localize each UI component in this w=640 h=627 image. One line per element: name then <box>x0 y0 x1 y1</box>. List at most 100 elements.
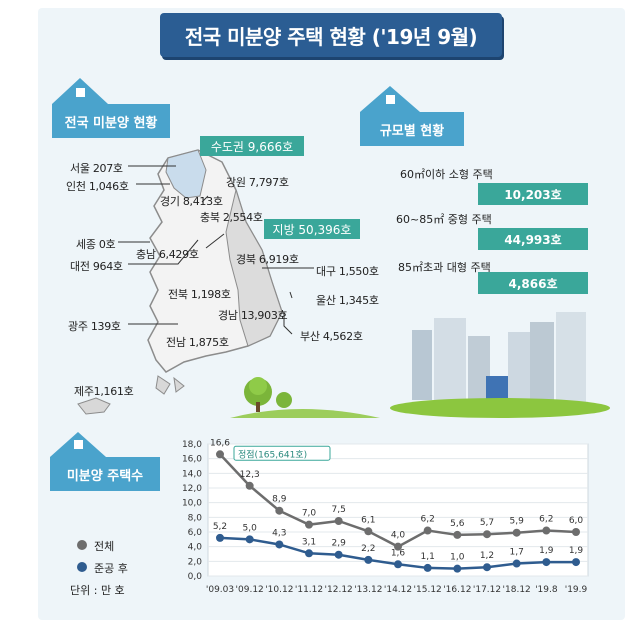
data-label: 6,1 <box>361 515 375 525</box>
data-point <box>275 540 284 549</box>
data-label: 7,5 <box>332 505 346 515</box>
data-label: 5,7 <box>480 518 494 528</box>
data-point <box>275 506 284 515</box>
data-label: 6,2 <box>539 515 553 525</box>
label-daegu: 대구 1,550호 <box>316 265 379 278</box>
data-point <box>364 527 373 536</box>
x-tick-label: '19.9 <box>565 585 588 595</box>
window-icon <box>76 88 85 97</box>
provinces-badge: 지방 50,396호 <box>264 219 360 239</box>
data-label: 2,9 <box>332 539 347 549</box>
y-tick-label: 16,0 <box>182 455 202 465</box>
y-tick-label: 0,0 <box>188 572 203 582</box>
window-icon <box>74 440 83 449</box>
data-point <box>542 558 551 567</box>
size-label-small: 60㎡이하 소형 주택 <box>400 168 493 181</box>
legend-completed-marker <box>77 562 87 572</box>
unit-label: 단위 : 만 호 <box>70 584 125 597</box>
x-tick-label: '11.12 <box>295 585 323 595</box>
label-ulsan: 울산 1,345호 <box>316 294 379 307</box>
legend-total-marker <box>77 540 87 550</box>
legend-total-label: 전체 <box>94 540 115 553</box>
data-label: 5,9 <box>510 517 525 527</box>
y-tick-label: 10,0 <box>182 499 202 509</box>
x-tick-label: '19.8 <box>535 585 558 595</box>
x-tick-label: '14.12 <box>384 585 412 595</box>
data-label: 6,0 <box>569 516 584 526</box>
size-label-medium: 60~85㎡ 중형 주택 <box>396 213 492 226</box>
data-label: 2,2 <box>361 544 375 554</box>
label-jeonnam: 전남 1,875호 <box>166 336 229 349</box>
x-tick-label: '10.12 <box>265 585 293 595</box>
label-busan: 부산 4,562호 <box>300 330 363 343</box>
y-tick-label: 4,0 <box>188 543 203 553</box>
size-value-small: 10,203호 <box>478 183 588 205</box>
page-title: 전국 미분양 주택 현황 ('19년 9월) <box>160 13 502 57</box>
buildings-illustration <box>230 312 610 418</box>
x-tick-label: '17.12 <box>473 585 501 595</box>
data-label: 6,2 <box>421 515 435 525</box>
data-label: 16,6 <box>210 438 230 448</box>
x-tick-label: '09.12 <box>236 585 264 595</box>
data-label: 12,3 <box>240 470 260 480</box>
data-label: 1,7 <box>510 548 524 558</box>
label-jeonbuk: 전북 1,198호 <box>168 288 231 301</box>
data-point <box>216 450 224 459</box>
label-daejeon: 대전 964호 <box>70 260 123 273</box>
label-gyeonggi: 경기 8,413호 <box>160 195 223 208</box>
x-tick-label: '13.12 <box>354 585 382 595</box>
y-tick-label: 18,0 <box>182 440 202 450</box>
data-point <box>305 520 313 529</box>
y-tick-label: 14,0 <box>182 469 202 479</box>
data-point <box>572 528 580 536</box>
data-point <box>572 558 580 567</box>
x-tick-label: '12.12 <box>325 585 353 595</box>
regional-heading: 전국 미분양 현황 <box>52 104 170 138</box>
label-sejong: 세종 0호 <box>76 238 116 251</box>
label-seoul: 서울 207호 <box>70 162 123 175</box>
data-point <box>423 526 432 535</box>
data-label: 5,6 <box>450 519 465 529</box>
data-point <box>394 542 402 551</box>
data-point <box>453 530 462 539</box>
data-point <box>483 563 491 572</box>
label-gyeongbuk: 경북 6,919호 <box>236 253 299 266</box>
label-jeju: 제주1,161호 <box>74 385 134 398</box>
label-chungnam: 충남 6,429호 <box>136 248 199 261</box>
window-icon <box>386 95 395 104</box>
y-tick-label: 8,0 <box>188 513 203 523</box>
data-label: 5,2 <box>213 522 227 532</box>
peak-annotation-box <box>233 445 331 461</box>
label-incheon: 인천 1,046호 <box>66 180 129 193</box>
data-point <box>453 564 462 573</box>
peak-annotation: 정점(165,641호) <box>238 448 307 460</box>
y-tick-label: 12,0 <box>182 484 202 494</box>
data-label: 1,6 <box>391 548 406 558</box>
data-point <box>245 535 254 544</box>
label-gangwon: 강원 7,797호 <box>226 176 289 189</box>
size-label-large: 85㎡초과 대형 주택 <box>398 261 491 274</box>
label-chungbuk: 충북 2,554호 <box>200 211 263 224</box>
data-label: 1,1 <box>421 552 435 562</box>
plot-area <box>207 443 589 577</box>
x-tick-label: '16.12 <box>443 585 471 595</box>
x-tick-label: '18.12 <box>503 585 531 595</box>
data-point <box>394 560 402 569</box>
data-label: 4,0 <box>391 531 406 541</box>
data-point <box>512 528 521 537</box>
data-label: 1,9 <box>569 546 584 556</box>
data-label: 4,3 <box>272 528 286 538</box>
data-point <box>245 481 254 490</box>
data-point <box>364 555 373 564</box>
data-label: 1,0 <box>450 553 465 563</box>
data-point <box>334 550 343 559</box>
line-chart: 0,0 2,0 4,0 6,0 8,0 10,0 12,0 14,0 16,0 18,0 '09.0… <box>182 438 589 595</box>
size-value-large: 4,866호 <box>478 272 588 294</box>
data-point <box>423 563 432 572</box>
label-gwangju: 광주 139호 <box>68 320 121 333</box>
x-tick-label: '15.12 <box>414 585 442 595</box>
legend-completed-label: 준공 후 <box>94 562 128 575</box>
data-point <box>334 517 343 525</box>
label-gyeongnam: 경남 13,903호 <box>218 309 288 322</box>
